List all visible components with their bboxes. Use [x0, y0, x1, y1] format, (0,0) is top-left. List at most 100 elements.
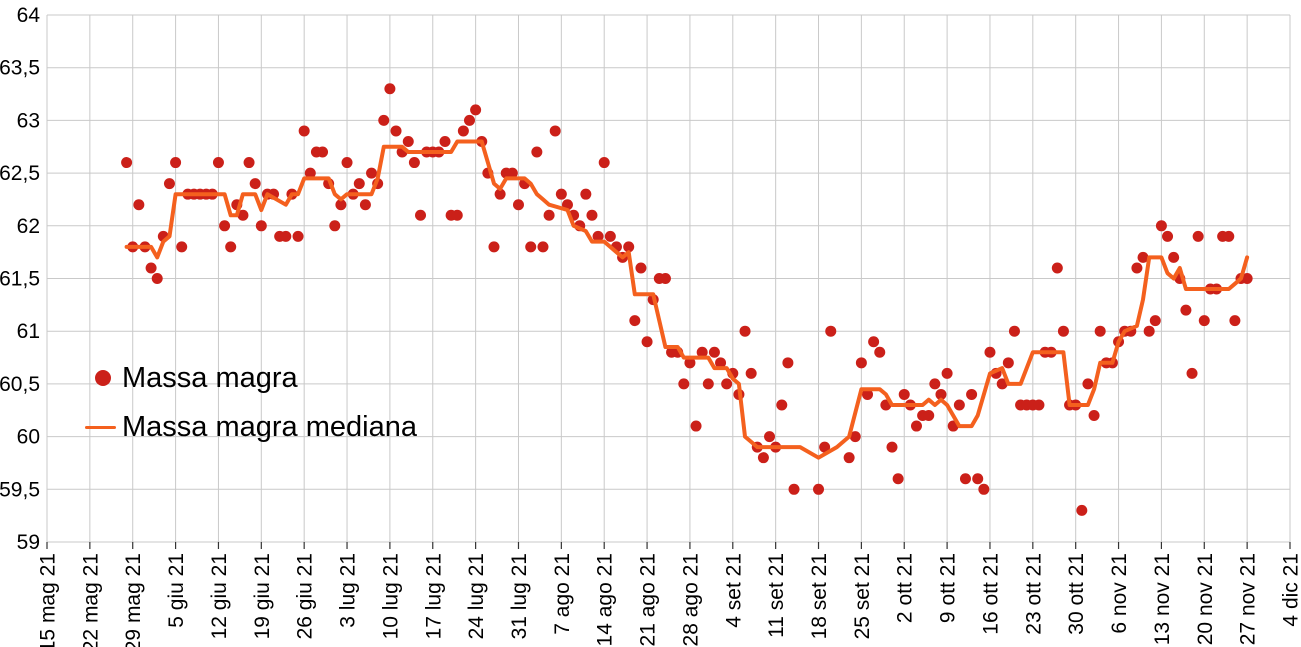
x-tick-label: 10 lug 21	[379, 553, 402, 639]
y-tick-label: 60,5	[0, 373, 40, 396]
scatter-point	[1008, 325, 1020, 337]
scatter-point	[966, 388, 978, 400]
x-tick-label: 25 set 21	[851, 553, 874, 639]
scatter-point	[1223, 230, 1235, 242]
chart-legend: Massa magra Massa magra mediana	[78, 358, 417, 447]
scatter-point	[1180, 304, 1192, 316]
scatter-point	[641, 336, 653, 348]
scatter-point	[1241, 273, 1253, 284]
median-line	[124, 139, 1250, 460]
scatter-point	[892, 473, 904, 485]
scatter-point	[1076, 504, 1088, 516]
scatter-point	[825, 325, 837, 337]
scatter-point	[898, 388, 910, 400]
x-tick-label: 18 set 21	[808, 553, 831, 639]
scatter-point	[1088, 410, 1100, 422]
scatter-point	[598, 157, 610, 169]
x-tick-label: 30 ott 21	[1065, 553, 1088, 635]
scatter-point	[1094, 325, 1106, 337]
scatter-point	[1057, 325, 1069, 337]
scatter-point	[439, 135, 451, 147]
scatter-point	[788, 483, 800, 495]
scatter-point	[843, 452, 855, 464]
scatter-point	[335, 199, 347, 211]
scatter-point	[874, 346, 886, 358]
scatter-point	[1051, 262, 1063, 274]
y-tick-label: 61,5	[0, 268, 40, 291]
scatter-point	[868, 336, 880, 348]
scatter-point	[1002, 357, 1014, 369]
scatter-point	[133, 199, 145, 211]
x-tick-label: 15 mag 21	[37, 553, 60, 647]
y-tick-label: 59,5	[0, 478, 40, 501]
legend-item-massa-magra: Massa magra	[78, 358, 417, 398]
x-tick-label: 24 lug 21	[465, 553, 488, 639]
x-tick-label: 7 ago 21	[551, 553, 574, 635]
y-tick-label: 60	[17, 426, 40, 449]
scatter-point	[886, 441, 898, 453]
scatter-point	[929, 378, 941, 390]
scatter-point	[684, 357, 696, 369]
scatter-point	[1192, 230, 1204, 242]
x-tick-label: 3 lug 21	[337, 553, 360, 628]
scatter-point	[457, 125, 469, 137]
scatter-point	[972, 473, 984, 485]
scatter-point	[764, 431, 776, 443]
scatter-point	[978, 483, 990, 495]
scatter-point	[923, 410, 935, 422]
scatter-point	[580, 188, 592, 200]
y-tick-label: 62,5	[0, 162, 40, 185]
scatter-point	[170, 157, 182, 169]
x-tick-label: 4 set 21	[722, 553, 745, 628]
scatter-dot-icon	[95, 370, 111, 386]
scatter-point	[543, 209, 555, 221]
scatter-point	[1033, 399, 1045, 411]
x-tick-label: 14 ago 21	[594, 553, 617, 646]
scatter-point	[402, 135, 414, 147]
scatter-point	[1137, 251, 1149, 263]
scatter-point	[390, 125, 402, 137]
scatter-point	[623, 241, 635, 253]
scatter-point	[935, 388, 947, 400]
scatter-point	[255, 220, 267, 232]
scatter-point	[1186, 367, 1198, 379]
scatter-point	[702, 378, 714, 390]
scatter-point	[249, 178, 261, 190]
scatter-point	[537, 241, 549, 253]
scatter-point	[1082, 378, 1094, 390]
scatter-point	[145, 262, 157, 274]
y-tick-label: 62	[17, 215, 40, 238]
x-tick-label: 9 ott 21	[937, 553, 960, 623]
scatter-point	[506, 167, 518, 179]
scatter-point	[151, 273, 163, 284]
x-tick-label: 12 giu 21	[208, 553, 231, 639]
x-tick-label: 20 nov 21	[1194, 553, 1217, 645]
x-tick-label: 23 ott 21	[1022, 553, 1045, 635]
x-tick-label: 26 giu 21	[294, 553, 317, 639]
scatter-point	[984, 346, 996, 358]
y-tick-label: 63,5	[0, 57, 40, 80]
x-tick-label: 28 ago 21	[679, 553, 702, 646]
scatter-point	[757, 452, 769, 464]
x-tick-label: 4 dic 21	[1280, 553, 1301, 627]
legend-label-massa-magra-mediana: Massa magra mediana	[122, 410, 417, 443]
scatter-point	[855, 357, 867, 369]
scatter-point	[941, 367, 953, 379]
scatter-point	[1229, 315, 1241, 327]
scatter-point	[953, 399, 965, 411]
scatter-point	[1149, 315, 1161, 327]
legend-marker-cell	[78, 370, 122, 386]
scatter-point	[782, 357, 794, 369]
scatter-point	[298, 125, 310, 137]
y-tick-label: 59	[17, 531, 40, 554]
scatter-point	[531, 146, 543, 158]
scatter-point	[586, 209, 598, 221]
scatter-point	[996, 378, 1008, 390]
scatter-point	[910, 420, 922, 432]
scatter-point	[494, 188, 506, 200]
scatter-point	[862, 388, 874, 400]
scatter-point	[451, 209, 463, 221]
scatter-point	[739, 325, 751, 337]
scatter-point	[280, 230, 292, 242]
